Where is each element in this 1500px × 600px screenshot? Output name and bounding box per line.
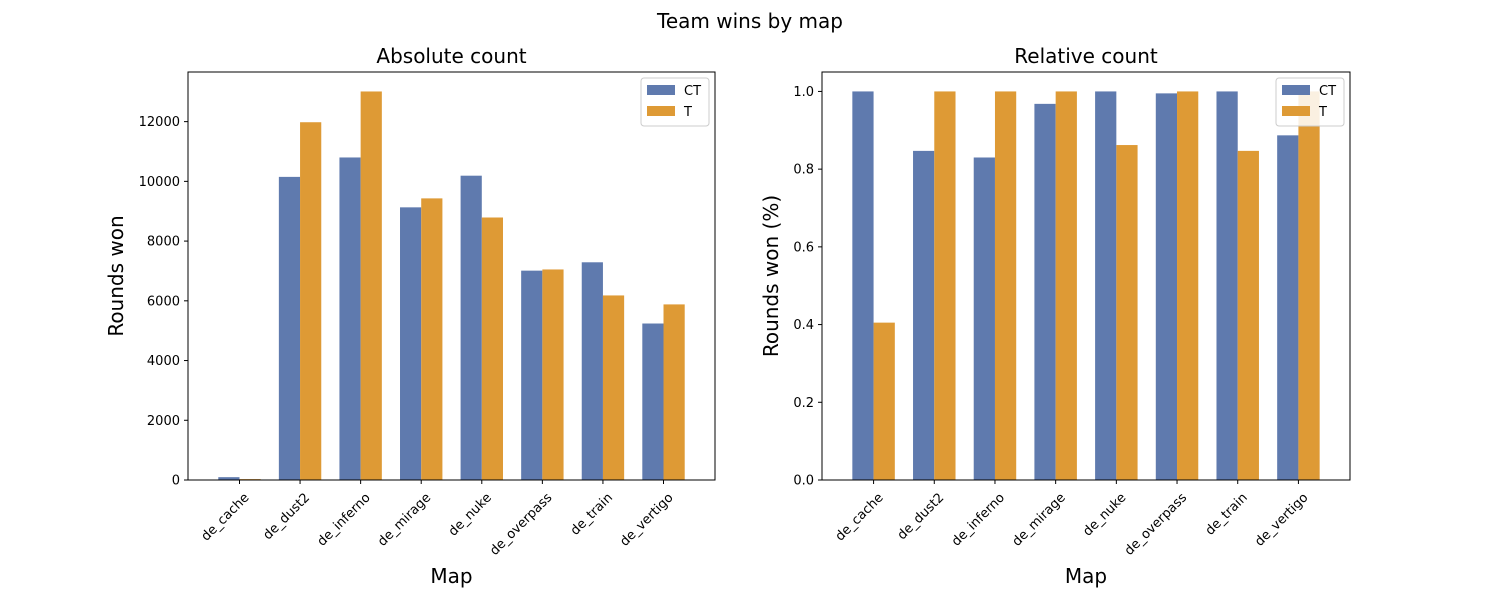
bar-ct-de_mirage — [1034, 103, 1056, 481]
chart-title: Absolute count — [376, 44, 526, 68]
y-tick-label: 1.0 — [793, 85, 814, 100]
y-axis: 0.0 0.2 0.4 0.6 0.8 1.0 — [793, 85, 822, 489]
bar-ct-de_train — [581, 262, 603, 480]
bar-t-de_cache — [873, 322, 895, 480]
legend-label-ct: CT — [1319, 84, 1336, 99]
y-tick-label: 12000 — [139, 115, 180, 130]
bar-ct-de_mirage — [400, 207, 422, 480]
y-tick-label: 0.8 — [793, 163, 814, 178]
bar-ct-de_nuke — [1095, 91, 1117, 481]
y-tick-label: 2000 — [147, 414, 180, 429]
plot-frame — [187, 71, 716, 481]
bar-t-de_inferno — [360, 91, 382, 480]
legend-swatch-t — [1282, 106, 1310, 116]
bar-ct-de_vertigo — [1277, 135, 1299, 480]
bar-ct-de_dust2 — [278, 176, 301, 480]
y-axis: 0 2000 4000 6000 8000 10000 12000 — [139, 115, 188, 489]
y-axis-label: Rounds won (%) — [759, 195, 783, 357]
y-axis-label: Rounds won — [104, 215, 128, 336]
bar-t-de_inferno — [994, 91, 1017, 481]
bar-t-de_train — [1237, 150, 1259, 480]
bar-ct-de_nuke — [460, 175, 482, 480]
bar-ct-de_cache — [218, 477, 240, 480]
y-tick-label: 0.6 — [793, 240, 814, 255]
bar-ct-de_overpass — [1155, 93, 1178, 481]
bars — [218, 91, 685, 480]
bar-t-de_mirage — [421, 198, 443, 480]
legend-swatch-ct — [647, 85, 675, 95]
y-tick-label: 0.4 — [793, 318, 814, 333]
bar-t-de_vertigo — [1298, 91, 1320, 481]
legend-label-t: T — [1318, 105, 1327, 120]
y-tick-label: 0.0 — [793, 474, 814, 489]
y-tick-label: 0.2 — [793, 396, 814, 411]
legend-label-t: T — [683, 105, 692, 120]
bar-ct-de_overpass — [521, 270, 543, 480]
figure-title: Team wins by map — [656, 9, 843, 33]
x-axis-label: Map — [430, 564, 472, 588]
y-tick-label: 4000 — [147, 354, 180, 369]
legend: CT T — [1275, 77, 1345, 127]
bar-ct-de_vertigo — [642, 323, 664, 480]
bar-ct-de_inferno — [339, 157, 361, 480]
bar-t-de_mirage — [1055, 91, 1077, 481]
plot-frame — [821, 71, 1351, 481]
y-tick-label: 8000 — [147, 235, 180, 250]
bar-t-de_dust2 — [934, 91, 956, 481]
x-axis-label: Map — [1065, 564, 1107, 588]
bar-t-de_nuke — [481, 217, 503, 480]
bar-t-de_overpass — [1177, 91, 1199, 481]
legend: CT T — [640, 77, 710, 127]
y-tick-label: 6000 — [147, 294, 180, 309]
bar-ct-de_dust2 — [913, 150, 935, 480]
legend-swatch-t — [647, 106, 675, 116]
bar-ct-de_train — [1216, 91, 1238, 481]
bar-t-de_vertigo — [663, 304, 685, 480]
legend-swatch-ct — [1282, 85, 1310, 95]
bar-ct-de_inferno — [973, 157, 995, 481]
chart-title: Relative count — [1014, 44, 1158, 68]
bar-t-de_nuke — [1116, 145, 1138, 481]
chart-relative-count: Relative count Map Rounds won (%) 0.0 0.2… — [759, 44, 1351, 588]
bars — [852, 91, 1320, 481]
y-tick-label: 0 — [172, 474, 180, 489]
bar-t-de_overpass — [542, 269, 564, 480]
bar-ct-de_cache — [852, 91, 874, 481]
bar-t-de_dust2 — [300, 122, 322, 480]
y-tick-label: 10000 — [139, 175, 180, 190]
bar-t-de_train — [602, 295, 625, 480]
legend-label-ct: CT — [684, 84, 701, 99]
